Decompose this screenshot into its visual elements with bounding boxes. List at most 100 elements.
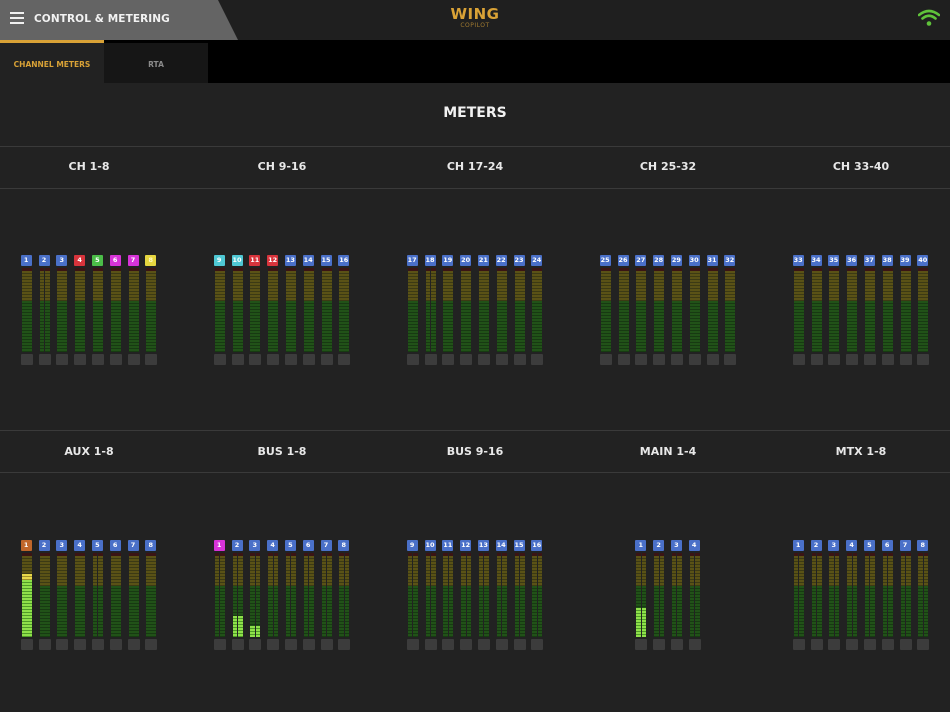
channel-badge[interactable]: 5 — [863, 540, 875, 551]
select-button[interactable] — [599, 354, 612, 365]
select-button[interactable] — [249, 639, 262, 650]
channel-badge[interactable]: 1 — [213, 540, 225, 551]
channel-badge[interactable]: 4 — [74, 255, 86, 266]
select-button[interactable] — [302, 639, 315, 650]
channel-badge[interactable]: 10 — [231, 255, 243, 266]
select-button[interactable] — [792, 354, 805, 365]
select-button[interactable] — [881, 639, 894, 650]
select-button[interactable] — [846, 354, 859, 365]
channel-badge[interactable]: 7 — [127, 540, 139, 551]
channel-badge[interactable]: 34 — [810, 255, 822, 266]
channel-badge[interactable]: 28 — [653, 255, 665, 266]
select-button[interactable] — [38, 354, 51, 365]
select-button[interactable] — [810, 639, 823, 650]
channel-badge[interactable]: 1 — [792, 540, 804, 551]
select-button[interactable] — [56, 639, 69, 650]
select-button[interactable] — [635, 354, 648, 365]
select-button[interactable] — [267, 639, 280, 650]
channel-badge[interactable]: 9 — [213, 255, 225, 266]
channel-badge[interactable]: 31 — [706, 255, 718, 266]
channel-badge[interactable]: 15 — [513, 540, 525, 551]
channel-badge[interactable]: 8 — [917, 540, 929, 551]
select-button[interactable] — [20, 639, 33, 650]
channel-badge[interactable]: 4 — [267, 540, 279, 551]
channel-badge[interactable]: 3 — [56, 540, 68, 551]
channel-badge[interactable]: 33 — [792, 255, 804, 266]
channel-badge[interactable]: 25 — [599, 255, 611, 266]
select-button[interactable] — [863, 639, 876, 650]
tab-channel-meters[interactable]: CHANNEL METERS — [0, 40, 104, 83]
channel-badge[interactable]: 20 — [460, 255, 472, 266]
select-button[interactable] — [127, 639, 140, 650]
channel-badge[interactable]: 18 — [424, 255, 436, 266]
select-button[interactable] — [917, 639, 930, 650]
channel-badge[interactable]: 16 — [531, 540, 543, 551]
select-button[interactable] — [495, 639, 508, 650]
select-button[interactable] — [477, 354, 490, 365]
select-button[interactable] — [670, 354, 683, 365]
select-button[interactable] — [38, 639, 51, 650]
channel-badge[interactable]: 29 — [670, 255, 682, 266]
select-button[interactable] — [145, 354, 158, 365]
channel-badge[interactable]: 2 — [810, 540, 822, 551]
channel-badge[interactable]: 21 — [477, 255, 489, 266]
channel-badge[interactable]: 39 — [899, 255, 911, 266]
select-button[interactable] — [213, 639, 226, 650]
select-button[interactable] — [635, 639, 648, 650]
select-button[interactable] — [338, 354, 351, 365]
channel-badge[interactable]: 2 — [653, 540, 665, 551]
channel-badge[interactable]: 3 — [670, 540, 682, 551]
select-button[interactable] — [792, 639, 805, 650]
channel-badge[interactable]: 10 — [424, 540, 436, 551]
select-button[interactable] — [513, 639, 526, 650]
select-button[interactable] — [127, 354, 140, 365]
channel-badge[interactable]: 8 — [145, 255, 157, 266]
tab-rta[interactable]: RTA — [104, 43, 208, 83]
channel-badge[interactable]: 27 — [635, 255, 647, 266]
select-button[interactable] — [513, 354, 526, 365]
channel-badge[interactable]: 32 — [724, 255, 736, 266]
select-button[interactable] — [424, 639, 437, 650]
select-button[interactable] — [320, 639, 333, 650]
channel-badge[interactable]: 19 — [442, 255, 454, 266]
channel-badge[interactable]: 38 — [881, 255, 893, 266]
channel-badge[interactable]: 7 — [899, 540, 911, 551]
select-button[interactable] — [338, 639, 351, 650]
channel-badge[interactable]: 14 — [302, 255, 314, 266]
select-button[interactable] — [531, 639, 544, 650]
channel-badge[interactable]: 35 — [828, 255, 840, 266]
select-button[interactable] — [74, 639, 87, 650]
select-button[interactable] — [284, 639, 297, 650]
select-button[interactable] — [670, 639, 683, 650]
select-button[interactable] — [213, 354, 226, 365]
channel-badge[interactable]: 36 — [846, 255, 858, 266]
select-button[interactable] — [495, 354, 508, 365]
channel-badge[interactable]: 14 — [495, 540, 507, 551]
select-button[interactable] — [231, 639, 244, 650]
select-button[interactable] — [406, 354, 419, 365]
select-button[interactable] — [477, 639, 490, 650]
channel-badge[interactable]: 13 — [284, 255, 296, 266]
select-button[interactable] — [828, 354, 841, 365]
select-button[interactable] — [688, 354, 701, 365]
select-button[interactable] — [828, 639, 841, 650]
channel-badge[interactable]: 2 — [231, 540, 243, 551]
channel-badge[interactable]: 12 — [460, 540, 472, 551]
hamburger-menu-icon[interactable] — [10, 12, 24, 24]
select-button[interactable] — [846, 639, 859, 650]
select-button[interactable] — [231, 354, 244, 365]
channel-badge[interactable]: 24 — [531, 255, 543, 266]
channel-badge[interactable]: 15 — [320, 255, 332, 266]
channel-badge[interactable]: 1 — [20, 540, 32, 551]
select-button[interactable] — [688, 639, 701, 650]
channel-badge[interactable]: 9 — [406, 540, 418, 551]
channel-badge[interactable]: 2 — [38, 255, 50, 266]
select-button[interactable] — [653, 639, 666, 650]
select-button[interactable] — [109, 354, 122, 365]
select-button[interactable] — [810, 354, 823, 365]
channel-badge[interactable]: 6 — [302, 540, 314, 551]
channel-badge[interactable]: 5 — [91, 255, 103, 266]
channel-badge[interactable]: 1 — [20, 255, 32, 266]
channel-badge[interactable]: 7 — [127, 255, 139, 266]
select-button[interactable] — [653, 354, 666, 365]
